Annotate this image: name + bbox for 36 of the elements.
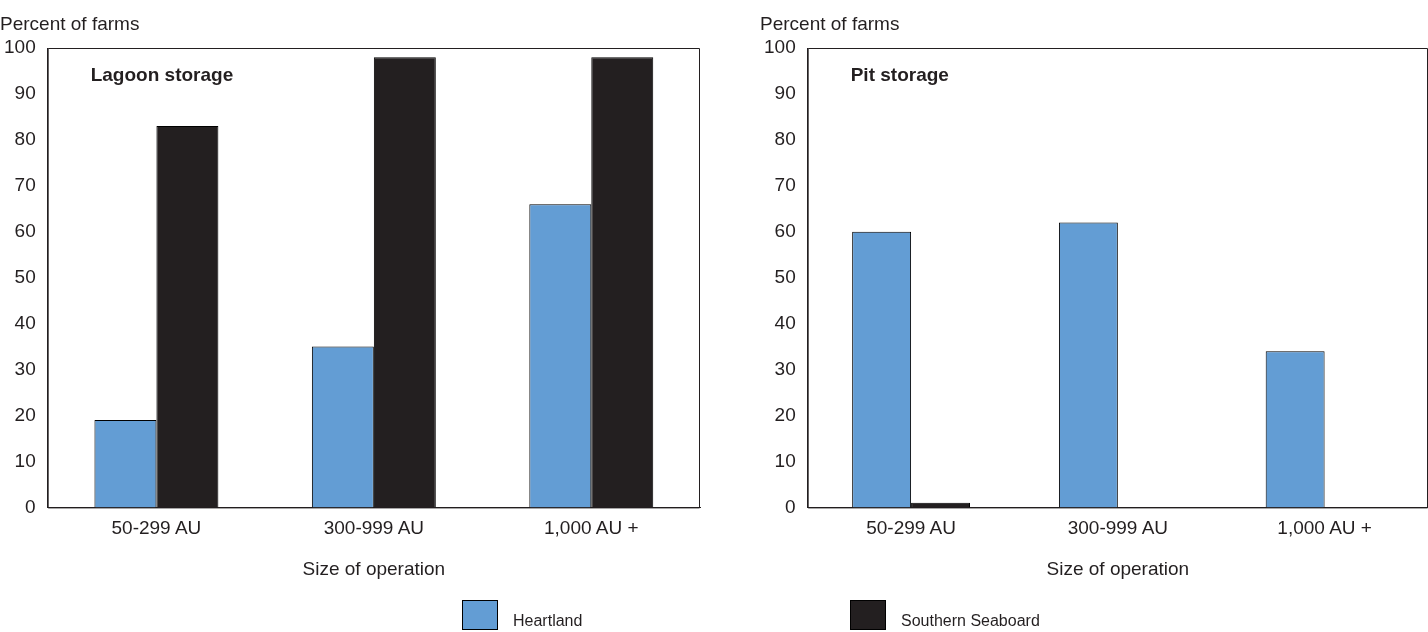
y-tick-label: 20 [774, 403, 796, 425]
y-tick-label: 60 [774, 219, 796, 241]
y-tick-label: 100 [4, 36, 36, 58]
text: Pit storage [850, 63, 949, 85]
y-axis-title: Percent of farms [0, 12, 140, 34]
x-tick-label: 300-999 AU [323, 517, 425, 539]
y-tick-label: 0 [25, 495, 36, 517]
y-axis-title: Percent of farms [760, 12, 900, 34]
y-tick-label: 100 [764, 36, 796, 58]
legend-label: Southern Seaboard [901, 612, 1040, 630]
x-axis-title: Size of operation [1046, 557, 1190, 579]
y-tick-label: 60 [14, 219, 36, 241]
y-tick-label: 20 [14, 403, 36, 425]
text: Lagoon storage [90, 63, 234, 85]
y-tick-label: 40 [774, 311, 796, 333]
y-tick-label: 90 [774, 82, 796, 104]
x-tick-label: 50-299 AU [866, 517, 956, 539]
y-tick-label: 10 [774, 449, 796, 471]
y-tick-label: 40 [14, 311, 36, 333]
y-tick-label: 30 [14, 357, 36, 379]
x-tick-label: 50-299 AU [111, 517, 202, 539]
legend-label: Heartland [513, 612, 583, 630]
y-tick-label: 50 [14, 265, 36, 287]
y-tick-label: 70 [774, 174, 796, 196]
x-tick-label: 1,000 AU + [544, 517, 639, 539]
y-tick-label: 80 [774, 128, 796, 150]
y-tick-label: 10 [14, 449, 36, 471]
y-tick-label: 0 [785, 495, 796, 517]
x-axis-title: Size of operation [302, 557, 446, 579]
y-tick-label: 50 [774, 265, 796, 287]
y-tick-label: 80 [14, 128, 36, 150]
y-tick-label: 70 [14, 174, 36, 196]
x-tick-label: 1,000 AU + [1277, 517, 1372, 539]
x-tick-label: 300-999 AU [1067, 517, 1169, 539]
y-tick-label: 90 [14, 82, 36, 104]
y-tick-label: 30 [774, 357, 796, 379]
